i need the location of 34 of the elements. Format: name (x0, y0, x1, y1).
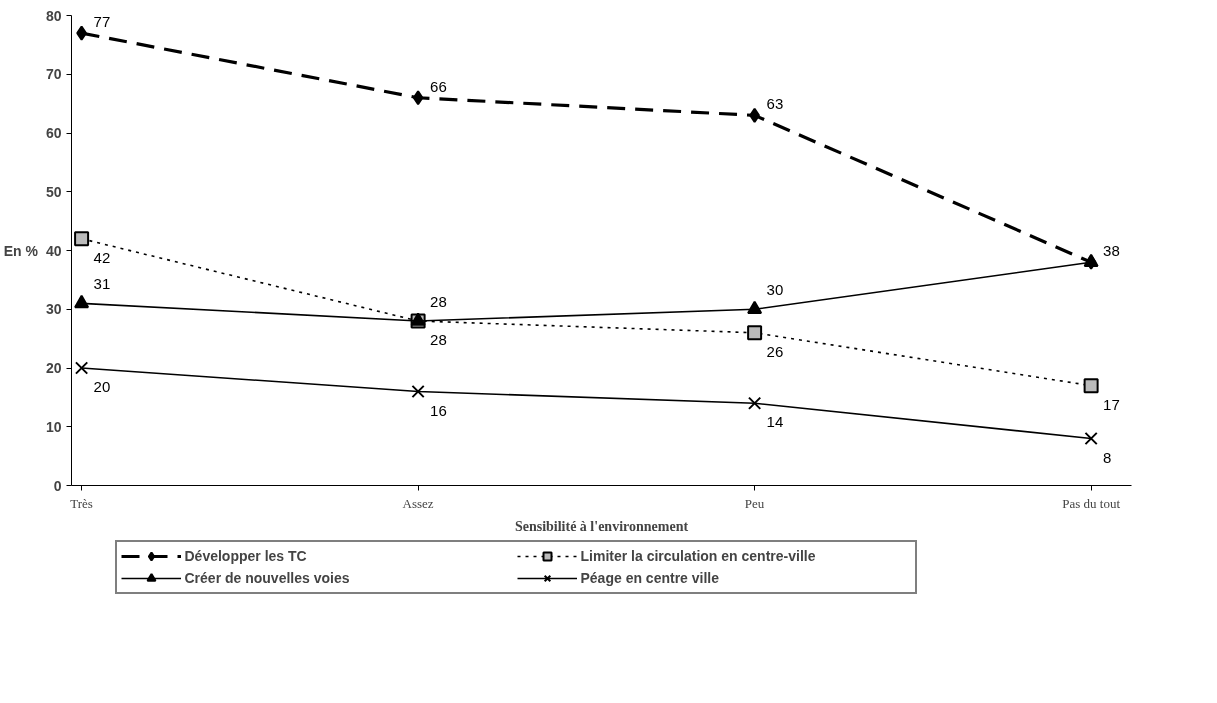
y-tick-label: 10 (45, 418, 62, 435)
data-label: 38 (1103, 242, 1120, 260)
legend-label: Créer de nouvelles voies (184, 570, 351, 586)
data-label: 16 (430, 401, 447, 419)
y-tick-label: 80 (45, 7, 62, 24)
y-tick-label: 20 (45, 360, 62, 376)
y-tick-label: 40 (45, 242, 62, 259)
x-tick-label: Peu (744, 495, 765, 511)
y-tick-label: 50 (45, 183, 62, 200)
legend-label: Développer les TC (184, 548, 308, 564)
x-tick-label: Pas du tout (1062, 495, 1121, 511)
x-tick-label: Très (70, 495, 93, 511)
legend-label: Péage en centre ville (580, 570, 721, 586)
data-label: 14 (766, 413, 784, 431)
data-label: 28 (430, 293, 447, 310)
data-label: 31 (93, 275, 111, 293)
data-label: 42 (93, 248, 111, 266)
data-label: 66 (430, 77, 447, 95)
data-label: 8 (1103, 448, 1112, 466)
data-label: 28 (430, 331, 447, 348)
data-label: 30 (766, 281, 784, 299)
y-tick-label: 30 (45, 301, 62, 318)
data-label: 17 (1103, 395, 1120, 413)
x-tick-label: Assez (402, 495, 434, 511)
x-axis-title: Sensibilité à l'environnement (514, 518, 689, 534)
y-tick-label: 70 (45, 66, 62, 83)
y-tick-label: 0 (53, 477, 62, 494)
data-label: 77 (93, 13, 111, 31)
legend-label: Limiter la circulation en centre-ville (580, 548, 817, 564)
data-label: 20 (93, 378, 111, 395)
data-label: 26 (766, 342, 784, 360)
y-tick-label: 60 (45, 125, 62, 141)
y-axis-title: En % (3, 242, 39, 259)
data-label: 63 (766, 95, 784, 113)
